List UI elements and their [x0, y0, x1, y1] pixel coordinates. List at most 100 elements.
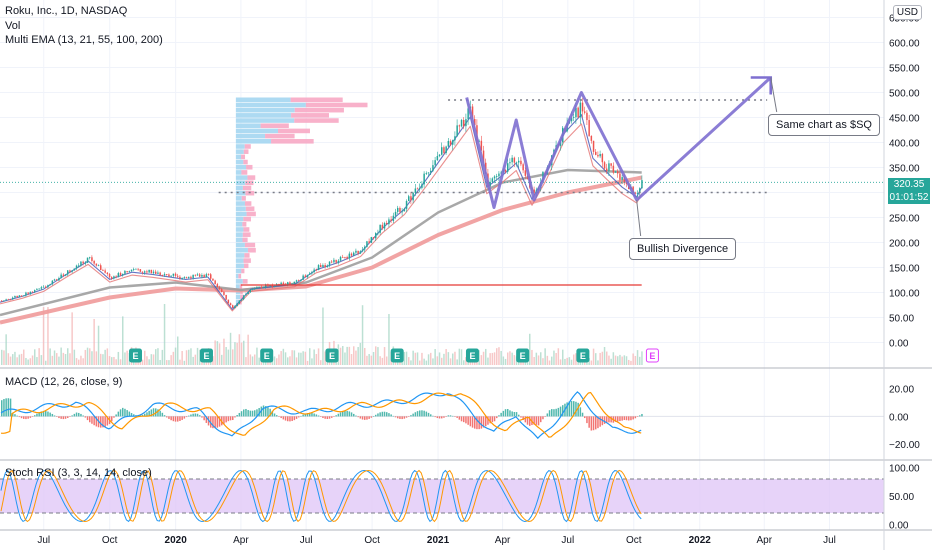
macd-histogram-bar: [232, 416, 234, 421]
macd-histogram-bar: [128, 411, 131, 417]
candle-body: [45, 286, 47, 288]
candle-body: [115, 276, 117, 278]
volume-bar: [414, 352, 417, 365]
volume-bar: [157, 348, 159, 365]
price-tick-label: 100.00: [889, 289, 920, 300]
price-tick-label: 550.00: [889, 64, 920, 75]
macd-histogram-bar: [273, 413, 276, 417]
volume-profile-down-row: [243, 216, 251, 222]
candle-body: [355, 250, 357, 253]
macd-histogram-bar: [535, 416, 538, 425]
macd-histogram-bar: [339, 412, 342, 417]
volume-bar: [324, 351, 326, 365]
macd-histogram-bar: [267, 407, 269, 417]
volume-profile-up-row: [235, 201, 245, 206]
candle-body: [491, 178, 494, 182]
candle-body: [201, 275, 203, 277]
volume-bar: [108, 356, 111, 365]
volume-profile-up-row: [235, 107, 295, 113]
macd-histogram-bar: [408, 416, 410, 417]
macd-histogram-bar: [348, 411, 351, 417]
macd-histogram-bar: [212, 416, 214, 429]
candle-body: [111, 277, 113, 279]
volume-bar: [113, 356, 115, 365]
stoch-rsi-legend: Stoch RSI (3, 3, 14, 14, close): [5, 467, 152, 479]
macd-histogram-bar: [520, 416, 522, 418]
candle-body: [498, 173, 500, 177]
candle-body: [108, 274, 111, 278]
callout-target[interactable]: Same chart as $SQ: [768, 114, 880, 136]
stoch-d-line: [0, 469, 642, 523]
volume-profile-up-row: [235, 268, 242, 274]
candle-body: [12, 297, 14, 300]
macd-histogram-bar: [368, 416, 370, 419]
macd-histogram-bar: [619, 416, 621, 422]
macd-histogram-bar: [199, 415, 201, 417]
ema-100-line: [0, 168, 642, 317]
macd-histogram-bar: [355, 415, 357, 417]
macd-histogram-bar: [394, 416, 397, 418]
candle-body: [518, 160, 520, 163]
candle-body: [174, 273, 177, 276]
macd-tick-label: −20.00: [889, 440, 920, 451]
candle-body: [122, 273, 124, 276]
macd-tick-label: 20.00: [889, 385, 914, 396]
macd-histogram-bar: [381, 411, 384, 417]
macd-histogram-bar: [397, 416, 399, 419]
macd-histogram-bar: [181, 416, 183, 420]
volume-bar: [7, 353, 10, 365]
callout-divergence[interactable]: Bullish Divergence: [629, 238, 737, 260]
candle-body: [375, 233, 377, 239]
volume-bar: [243, 340, 245, 365]
volume-bar: [148, 359, 150, 365]
volume-bar: [14, 351, 16, 365]
macd-histogram-bar: [157, 409, 159, 417]
candle-body: [31, 291, 34, 293]
candle-body: [298, 280, 300, 282]
volume-bar: [564, 358, 566, 365]
macd-histogram-bar: [485, 416, 487, 427]
currency-label[interactable]: USD: [892, 5, 922, 20]
volume-bar: [309, 348, 311, 365]
candle-body: [511, 157, 513, 163]
candle-body: [271, 285, 274, 287]
macd-histogram-bar: [29, 416, 32, 418]
candle-body: [513, 157, 516, 163]
volume-bar: [570, 359, 573, 365]
volume-bar: [553, 350, 555, 365]
macd-histogram-bar: [544, 416, 546, 417]
volume-profile-up-row: [235, 237, 243, 243]
macd-histogram-bar: [229, 416, 232, 421]
candle-body: [1, 300, 3, 302]
volume-profile-up-row: [235, 144, 245, 149]
candle-body: [570, 117, 573, 122]
volume-bar: [502, 356, 505, 365]
macd-histogram-bar: [542, 416, 544, 420]
volume-bar: [551, 356, 553, 365]
volume-profile-down-row: [244, 242, 256, 248]
macd-histogram-bar: [234, 416, 236, 418]
candle-body: [258, 286, 260, 288]
volume-bar: [56, 353, 58, 365]
volume-bar: [245, 357, 247, 365]
candle-body: [300, 279, 302, 281]
chart-title: Roku, Inc., 1D, NASDAQ: [5, 5, 128, 17]
volume-bar: [366, 355, 368, 365]
candle-body: [95, 263, 98, 266]
macd-histogram-bar: [500, 412, 502, 417]
macd-histogram-bar: [529, 416, 531, 426]
volume-bar: [432, 358, 434, 365]
macd-histogram-bar: [214, 416, 216, 429]
candle-body: [595, 151, 597, 155]
earnings-marker-letter: E: [329, 351, 335, 361]
candle-body: [20, 295, 23, 297]
volume-profile-up-row: [235, 232, 243, 237]
macd-histogram-bar: [298, 416, 300, 418]
volume-bar: [555, 353, 557, 365]
macd-histogram-bar: [304, 413, 307, 417]
candle-body: [49, 284, 51, 286]
volume-bar: [18, 354, 21, 365]
candle-body: [205, 274, 208, 278]
macd-histogram-bar: [302, 414, 304, 417]
